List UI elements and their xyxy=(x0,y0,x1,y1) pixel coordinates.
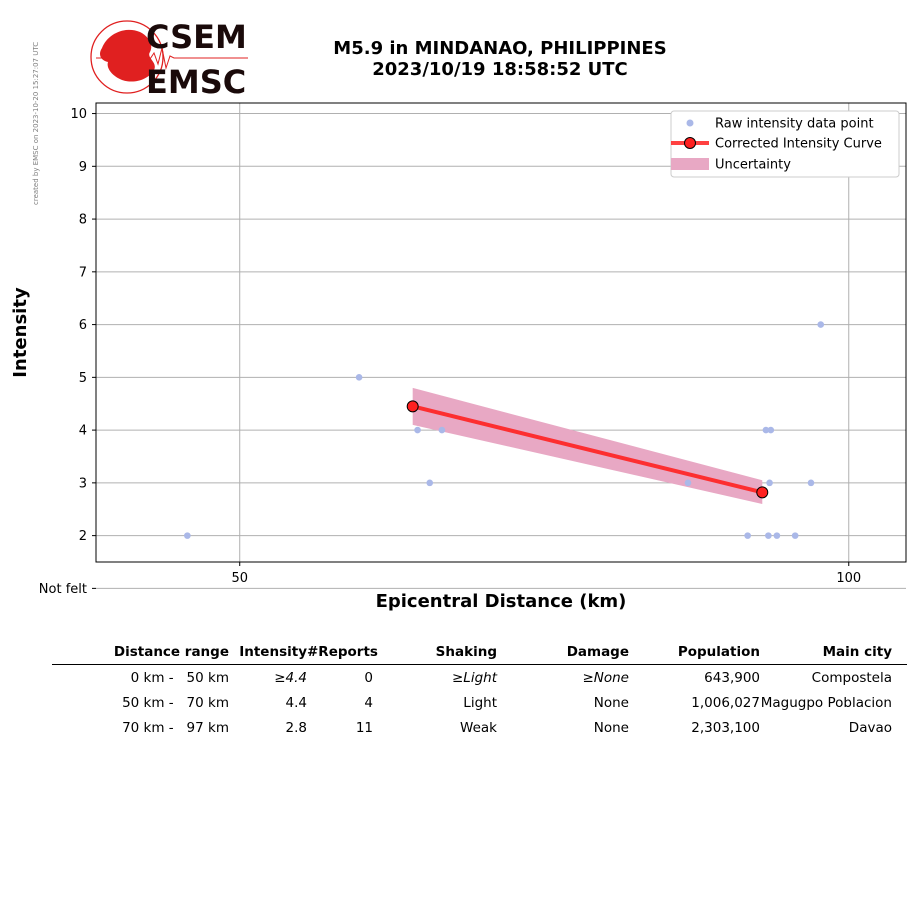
y-tick-label: 2 xyxy=(79,529,87,544)
raw-data-point xyxy=(184,532,191,539)
uncertainty-band xyxy=(412,387,763,504)
cell-city: Compostela xyxy=(811,669,892,686)
raw-data-point xyxy=(807,479,815,487)
title-line-1: M5.9 in MINDANAO, PHILIPPINES xyxy=(333,38,667,59)
raw-data-point xyxy=(765,532,772,539)
header-main-city: Main city xyxy=(822,644,892,660)
raw-data-point xyxy=(791,532,799,539)
legend-curve-label: Corrected Intensity Curve xyxy=(715,137,882,152)
header-shaking: Shaking xyxy=(435,644,497,660)
header-intensity: Intensity xyxy=(239,644,307,660)
x-tick-label: 100 xyxy=(836,571,861,586)
cell-range: 0 km - 50 km xyxy=(130,669,229,686)
y-tick-label: 8 xyxy=(79,213,87,228)
cell-intensity: 4.4 xyxy=(285,694,307,711)
raw-data-point xyxy=(684,479,692,487)
cell-population: 2,303,100 xyxy=(691,719,760,736)
cell-reports: 0 xyxy=(364,669,373,686)
chart-title: M5.9 in MINDANAO, PHILIPPINES 2023/10/19… xyxy=(280,38,720,80)
table-row: 70 km - 97 km 2.8 11 Weak None 2,303,100… xyxy=(52,715,907,740)
cell-range: 70 km - 97 km xyxy=(122,719,229,736)
header-damage: Damage xyxy=(566,644,629,660)
raw-data-point xyxy=(762,426,770,434)
raw-data-point xyxy=(438,426,446,434)
cell-population: 1,006,027 xyxy=(691,694,760,711)
header-population: Population xyxy=(677,644,760,660)
legend-raw-marker xyxy=(686,119,694,127)
legend-raw-label: Raw intensity data point xyxy=(715,117,874,132)
header-distance-range: Distance range xyxy=(113,644,229,660)
corrected-curve-layer xyxy=(406,400,769,499)
raw-data-point xyxy=(767,426,775,434)
cell-damage: None xyxy=(593,694,629,711)
cell-reports: 4 xyxy=(364,694,373,711)
logo-globe-ring xyxy=(90,20,164,94)
cell-shaking: ≥Light xyxy=(451,669,497,686)
cell-range: 50 km - 70 km xyxy=(122,694,229,711)
corrected-curve-line xyxy=(412,404,763,495)
uncertainty-band-layer xyxy=(412,387,763,504)
y-tick-label: 6 xyxy=(79,318,87,333)
cell-intensity: ≥4.4 xyxy=(274,669,307,686)
raw-data-point xyxy=(355,374,363,381)
legend-uncertainty-label: Uncertainty xyxy=(715,158,791,173)
chart-legend: Raw intensity data point Corrected Inten… xyxy=(670,110,900,178)
y-tick-label: 9 xyxy=(79,160,87,175)
raw-data-point xyxy=(766,479,773,487)
cell-damage: None xyxy=(593,719,629,736)
y-tick-label: 5 xyxy=(79,371,87,386)
axis-ticks: Not felt 2 3 4 5 6 7 8 9 10 50 100 xyxy=(39,107,861,597)
legend-uncertainty-swatch xyxy=(671,158,709,170)
logo-text-emsc: EMSC xyxy=(146,63,246,98)
cell-shaking: Light xyxy=(463,694,497,711)
y-tick-label: Not felt xyxy=(39,582,87,597)
cell-reports: 11 xyxy=(355,719,373,736)
corrected-curve-marker xyxy=(756,486,769,499)
table-row: 50 km - 70 km 4.4 4 Light None 1,006,027… xyxy=(52,690,907,715)
table-row: 0 km - 50 km ≥4.4 0 ≥Light ≥None 643,900… xyxy=(52,665,907,690)
title-line-2: 2023/10/19 18:58:52 UTC xyxy=(372,59,628,80)
raw-data-point xyxy=(817,321,825,328)
raw-data-point xyxy=(744,532,751,539)
raw-data-point xyxy=(426,479,434,487)
plot-frame xyxy=(95,102,907,563)
logo-text-csem: CSEM xyxy=(146,18,247,56)
cell-city: Davao xyxy=(848,719,892,736)
y-tick-label: 3 xyxy=(79,476,87,491)
legend-curve-marker xyxy=(684,137,696,149)
logo-seismogram xyxy=(96,47,248,70)
y-tick-label: 4 xyxy=(79,424,87,439)
raw-data-point xyxy=(414,426,421,434)
intensity-chart: Not felt 2 3 4 5 6 7 8 9 10 50 100 Epicentral Dista… xyxy=(10,102,907,612)
cell-population: 643,900 xyxy=(704,669,760,686)
cell-damage: ≥None xyxy=(582,669,629,686)
header-reports: #Reports xyxy=(307,644,378,660)
x-tick-label: 50 xyxy=(231,571,248,586)
y-tick-label: 10 xyxy=(70,107,87,122)
cell-shaking: Weak xyxy=(460,719,497,736)
emsc-logo: CSEM EMSC xyxy=(88,18,258,101)
cell-city: Magugpo Poblacion xyxy=(760,694,892,711)
y-axis-label: Intensity xyxy=(10,287,31,378)
table-header: Distance range Intensity #Reports Shakin… xyxy=(52,640,907,665)
cell-intensity: 2.8 xyxy=(285,719,307,736)
raw-points-layer xyxy=(184,321,825,539)
corrected-curve-marker xyxy=(406,400,419,413)
y-tick-label: 7 xyxy=(79,265,87,280)
emsc-logo-graphic: CSEM EMSC xyxy=(90,18,248,101)
x-axis-label: Epicentral Distance (km) xyxy=(376,591,627,612)
raw-data-point xyxy=(773,532,781,539)
logo-continents xyxy=(100,29,155,82)
summary-table: Distance range Intensity #Reports Shakin… xyxy=(52,640,907,740)
